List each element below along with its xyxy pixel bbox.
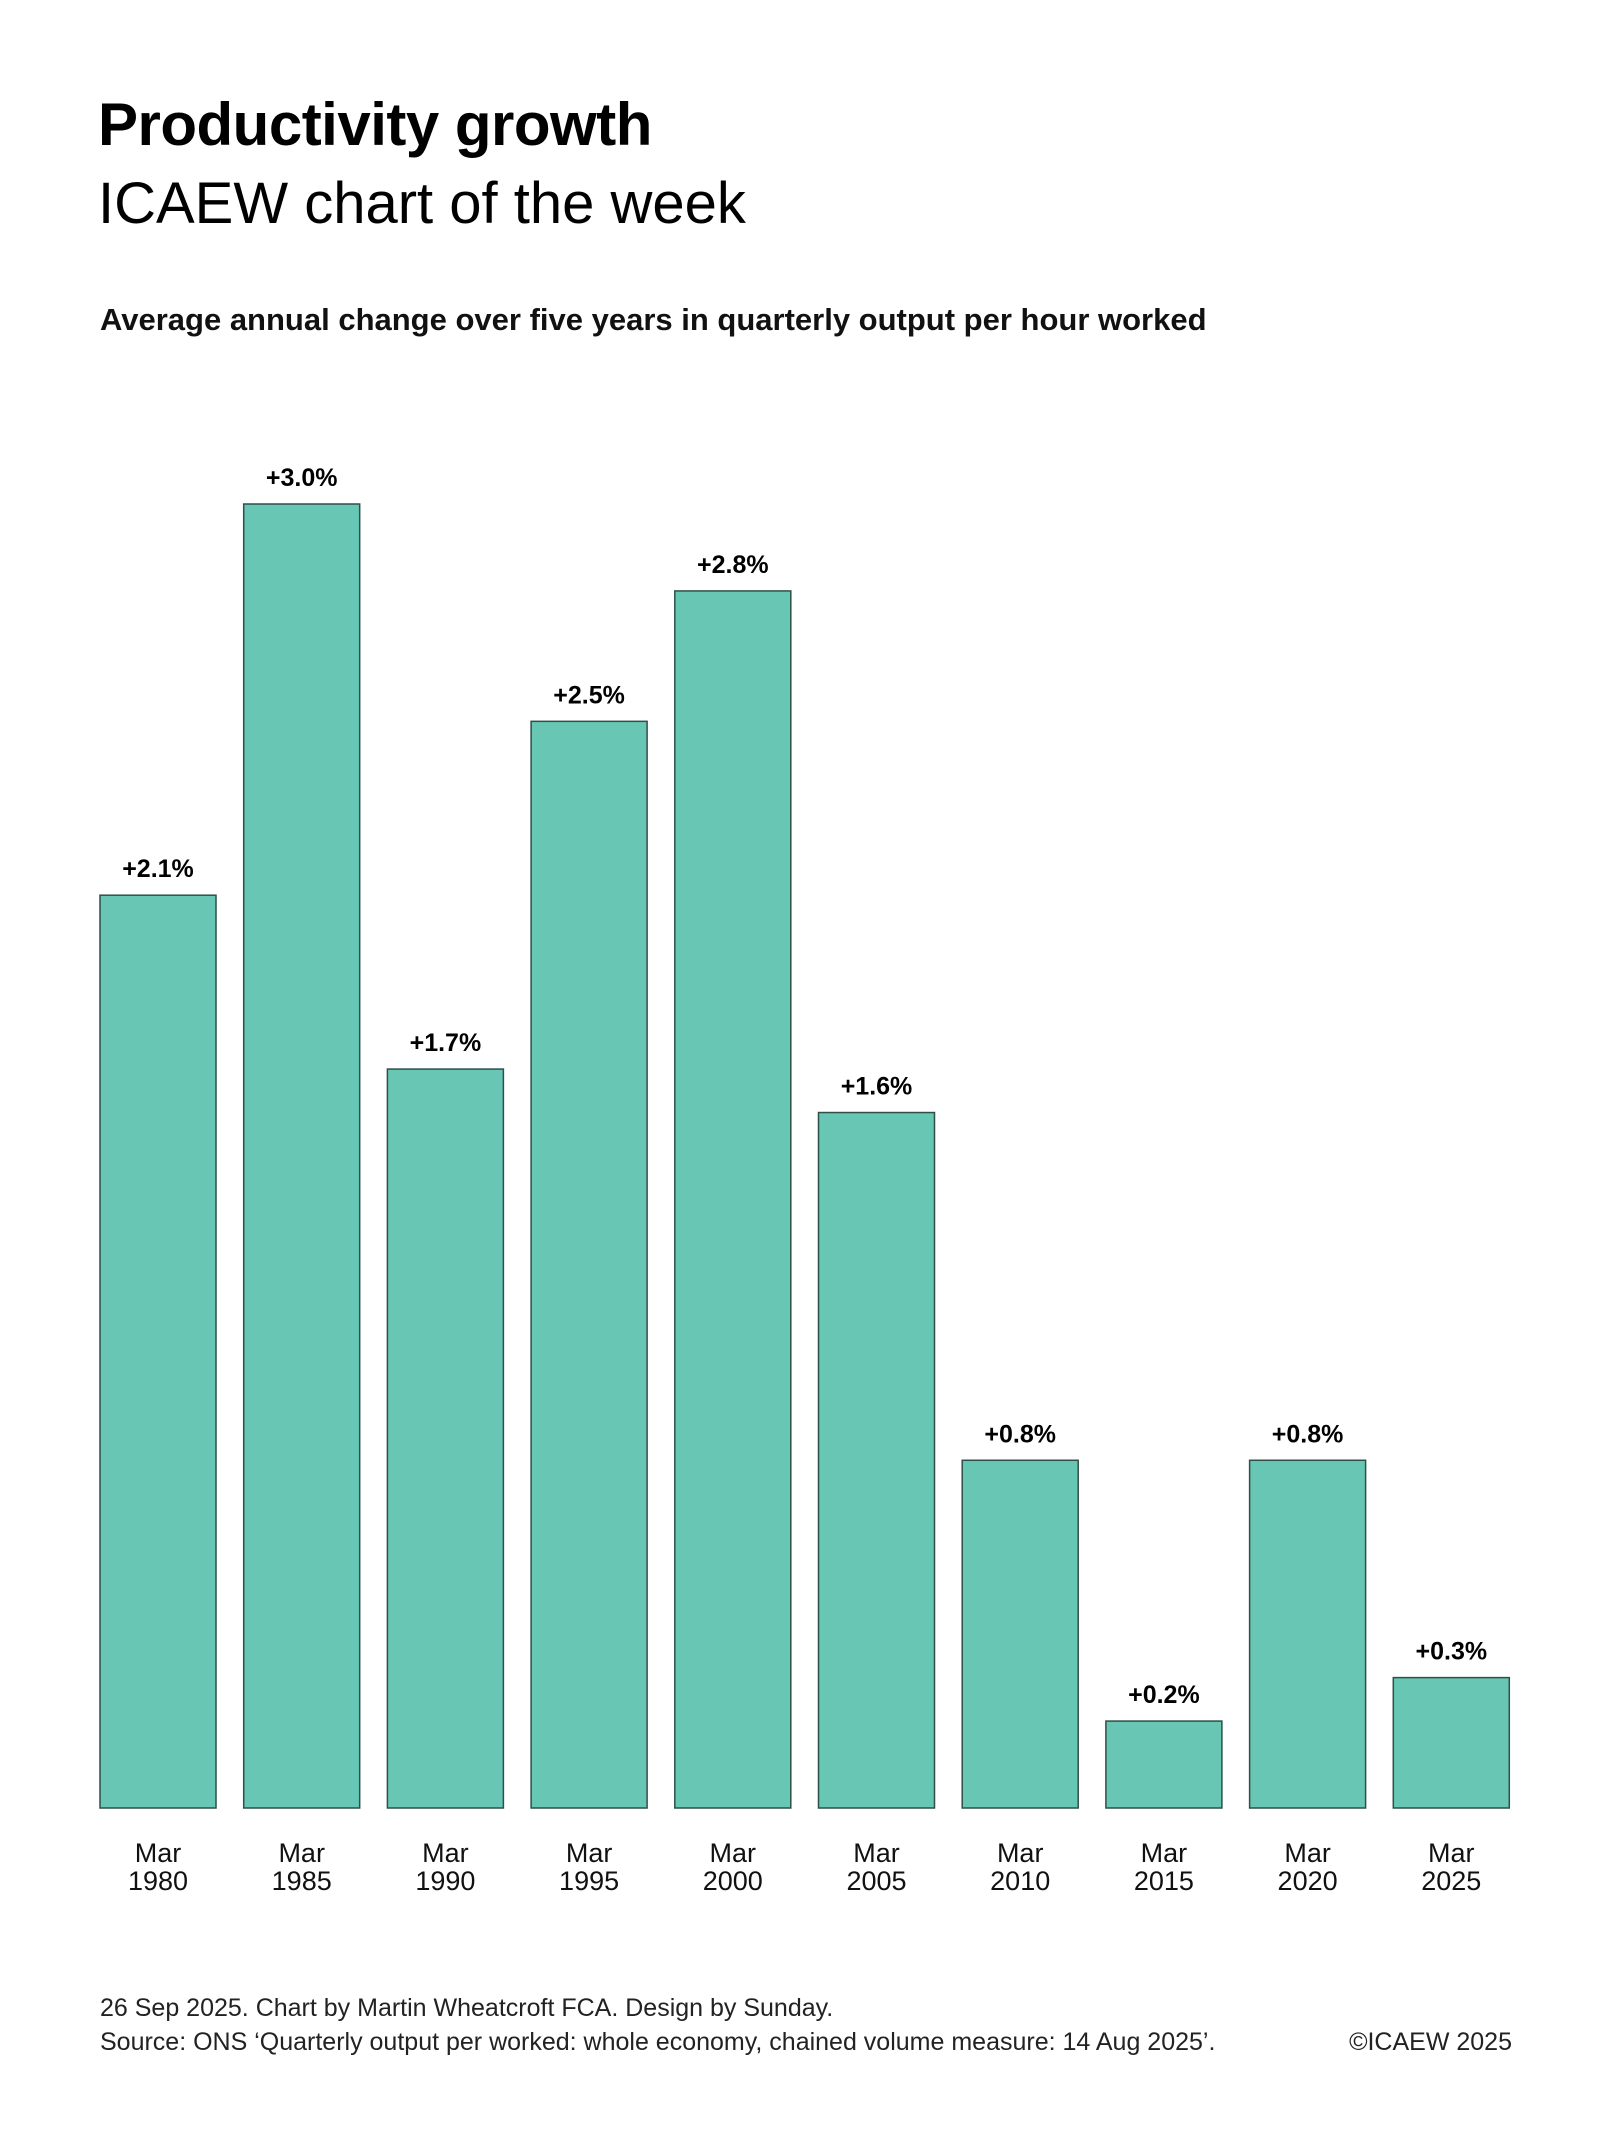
data-label: +0.8% [1272, 1420, 1344, 1448]
bar [961, 1459, 1079, 1809]
chart-title: Average annual change over five years in… [100, 302, 1207, 337]
data-label: +0.8% [984, 1420, 1056, 1448]
x-tick-label: Mar [710, 1838, 757, 1868]
x-tick-label: 2010 [990, 1866, 1050, 1896]
data-label: +0.3% [1416, 1638, 1488, 1666]
x-tick-label: Mar [135, 1838, 182, 1868]
page-title: Productivity growth [98, 91, 652, 158]
data-label: +0.2% [1128, 1681, 1200, 1709]
bar [1392, 1676, 1511, 1809]
x-tick-label: Mar [566, 1838, 613, 1868]
bar [530, 720, 648, 1809]
x-tick-label: 2020 [1278, 1866, 1338, 1896]
data-label: +2.5% [553, 681, 625, 709]
x-tick-label: 2000 [703, 1866, 763, 1896]
data-label: +1.7% [410, 1029, 482, 1057]
bar [1248, 1459, 1367, 1809]
x-tick-label: Mar [1428, 1838, 1475, 1868]
footer-source: Source: ONS ‘Quarterly output per worked… [100, 2028, 1216, 2056]
x-tick-label: 2025 [1421, 1866, 1481, 1896]
x-tick-label: 2005 [846, 1866, 906, 1896]
x-tick-label: Mar [997, 1838, 1044, 1868]
x-tick-label: 2015 [1134, 1866, 1194, 1896]
x-tick-label: 1995 [559, 1866, 619, 1896]
x-tick-label: Mar [278, 1838, 325, 1868]
bar [99, 894, 217, 1809]
copyright: ©ICAEW 2025 [1349, 2028, 1512, 2056]
bar [817, 1111, 936, 1809]
bar [1105, 1720, 1223, 1809]
bar [386, 1068, 505, 1809]
x-tick-label: 1990 [415, 1866, 475, 1896]
bar [674, 590, 792, 1809]
data-label: +2.1% [122, 855, 194, 883]
x-tick-label: Mar [422, 1838, 469, 1868]
x-tick-label: 1980 [128, 1866, 188, 1896]
x-tick-label: Mar [1141, 1838, 1188, 1868]
x-tick-label: Mar [853, 1838, 900, 1868]
data-label: +3.0% [266, 464, 338, 492]
footer-credits: 26 Sep 2025. Chart by Martin Wheatcroft … [100, 1994, 834, 2022]
page-subtitle: ICAEW chart of the week [98, 171, 746, 236]
x-tick-label: Mar [1284, 1838, 1331, 1868]
data-label: +2.8% [697, 551, 769, 579]
bar [242, 503, 361, 1809]
data-label: +1.6% [841, 1073, 913, 1101]
x-tick-label: 1985 [272, 1866, 332, 1896]
